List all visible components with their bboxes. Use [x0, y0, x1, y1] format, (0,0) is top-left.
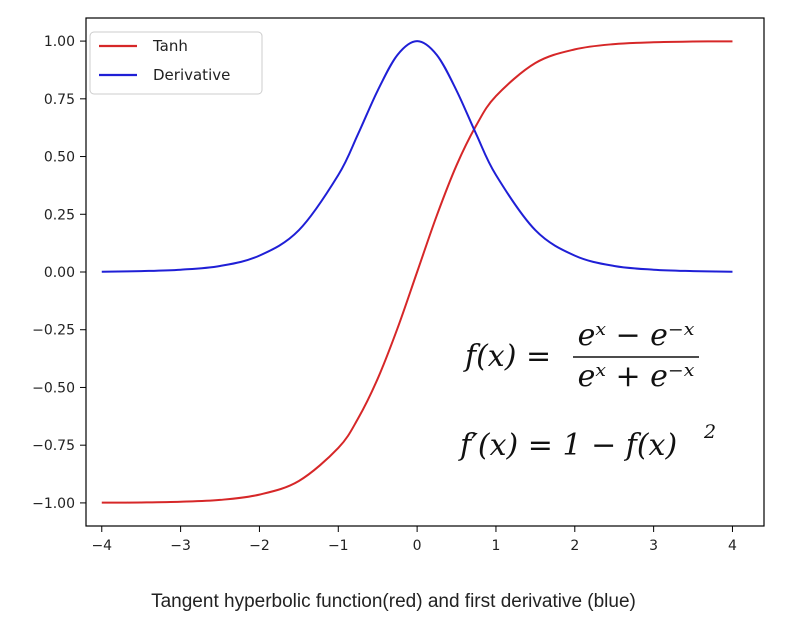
chart: −4 −3 −2 −1 0 1 2 3 4 −1.00 −0.75 −0.50 −0.25 0.00 0.…	[32, 17, 765, 554]
y-tick-label: 0.50	[44, 150, 75, 166]
y-tick-label: −1.00	[32, 496, 75, 512]
x-axis: −4 −3 −2 −1 0 1 2 3 4	[91, 526, 737, 554]
y-tick-label: 0.00	[44, 265, 75, 281]
formula-derivative-exponent: 2	[703, 421, 716, 443]
y-tick-label: 0.25	[44, 207, 75, 223]
y-tick-label: −0.50	[32, 380, 75, 396]
y-tick-label: −0.75	[32, 438, 75, 454]
series-line-tanh	[101, 40, 733, 504]
x-tick-label: 1	[491, 538, 500, 554]
series-layer	[101, 40, 733, 504]
y-tick-label: −0.25	[32, 323, 75, 339]
formula-tanh-lhs: f(x) =	[463, 339, 551, 374]
y-axis: −1.00 −0.75 −0.50 −0.25 0.00 0.25 0.50 0.75 1.00	[32, 34, 86, 512]
formula-annotations: f(x) = eˣ − e⁻ˣ eˣ + e⁻ˣ f′(x) = 1 − f(x…	[458, 318, 716, 463]
formula-derivative: f′(x) = 1 − f(x)	[458, 428, 677, 463]
legend-label-tanh: Tanh	[152, 37, 188, 55]
legend: Tanh Derivative	[89, 31, 263, 95]
y-tick-label: 1.00	[44, 34, 75, 50]
x-tick-label: −2	[249, 538, 270, 554]
x-tick-label: −4	[91, 538, 112, 554]
formula-tanh-numerator: eˣ − e⁻ˣ	[578, 318, 695, 353]
legend-label-derivative: Derivative	[153, 66, 230, 84]
x-tick-label: 2	[570, 538, 579, 554]
x-tick-label: −3	[170, 538, 191, 554]
series-line-derivative	[101, 40, 733, 273]
formula-tanh-denominator: eˣ + e⁻ˣ	[578, 359, 695, 394]
legend-box	[89, 31, 263, 95]
x-tick-label: −1	[328, 538, 349, 554]
y-tick-label: 0.75	[44, 92, 75, 108]
x-tick-label: 0	[413, 538, 422, 554]
x-tick-label: 3	[649, 538, 658, 554]
x-tick-label: 4	[728, 538, 737, 554]
figure-caption: Tangent hyperbolic function(red) and fir…	[151, 591, 636, 612]
